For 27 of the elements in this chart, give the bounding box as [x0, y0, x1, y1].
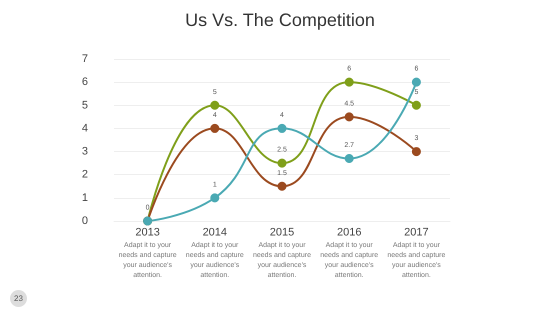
y-tick-label: 0 — [82, 215, 88, 227]
point — [210, 193, 220, 202]
point — [210, 100, 220, 110]
y-tick-label: 2 — [82, 168, 88, 181]
y-tick-label: 5 — [82, 99, 88, 112]
chart-title: Us Vs. The Competition — [185, 10, 375, 30]
y-tick-label: 7 — [82, 53, 88, 65]
point — [278, 182, 286, 191]
y-tick-label: 1 — [82, 192, 88, 204]
x-tick-label: 2013 — [135, 226, 160, 238]
point — [344, 112, 354, 122]
point — [344, 154, 354, 164]
x-tick-label: 2016 — [336, 226, 362, 238]
text: 23 — [10, 290, 27, 307]
point — [278, 124, 286, 133]
point — [344, 78, 354, 87]
y-tick-label: 3 — [82, 146, 88, 158]
point — [210, 124, 220, 133]
point — [412, 78, 421, 87]
y-tick-label: 4 — [82, 122, 88, 134]
point — [412, 100, 421, 110]
y-tick-label: 6 — [82, 76, 88, 88]
x-tick-label: 2017 — [404, 226, 429, 238]
point — [278, 158, 286, 168]
x-tick-label: 2014 — [202, 226, 228, 238]
point — [412, 147, 421, 156]
x-tick-label: 2015 — [270, 226, 294, 238]
